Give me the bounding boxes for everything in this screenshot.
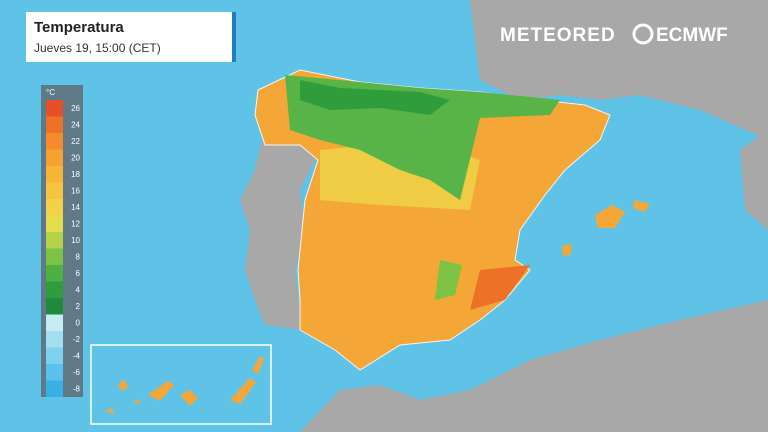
legend-tick-label: 2 (76, 302, 81, 311)
brand-ecmwf: ECMWF (656, 25, 728, 46)
legend-tick-label: 0 (76, 319, 81, 328)
legend-swatch (46, 248, 63, 265)
legend-tick-label: 8 (76, 253, 81, 262)
temp-zone-southeast (470, 265, 530, 310)
land-balearics (562, 200, 650, 256)
land-portugal (240, 135, 320, 330)
temp-zone-mountains (300, 80, 450, 115)
legend-tick-label: 6 (76, 269, 81, 278)
legend-swatch (46, 133, 63, 150)
legend-tick-label: -8 (73, 385, 81, 394)
legend-tick-label: -4 (73, 352, 81, 361)
title-accent (232, 12, 236, 62)
legend-tick-label: -2 (73, 335, 81, 344)
canary-inset (90, 344, 272, 425)
legend-swatch (46, 116, 63, 133)
legend-tick-label: 4 (76, 286, 81, 295)
legend-swatch (46, 100, 63, 117)
legend-swatch (46, 331, 63, 348)
brand-meteored: METEORED (500, 25, 616, 46)
legend-tick-label: 20 (71, 154, 80, 163)
legend-swatch (46, 364, 63, 381)
legend-swatch (46, 281, 63, 298)
legend-tick-label: -6 (73, 368, 81, 377)
legend-swatch (46, 298, 63, 315)
legend-tick-label: 14 (71, 203, 80, 212)
legend-swatch (46, 232, 63, 249)
land-france (470, 0, 768, 140)
legend-swatch (46, 199, 63, 216)
temp-zone-sierra (435, 260, 462, 300)
legend-tick-label: 18 (71, 170, 80, 179)
land-sardinia (740, 130, 768, 230)
title-box (26, 12, 236, 62)
legend-swatch (46, 380, 63, 397)
legend-swatch (46, 215, 63, 232)
legend-swatch (46, 347, 63, 364)
legend-swatch (46, 166, 63, 183)
legend-tick-label: 24 (71, 121, 80, 130)
legend-swatch (46, 265, 63, 282)
legend-tick-label: 12 (71, 220, 80, 229)
land-africa (300, 300, 768, 432)
brand-ecmwf-logo (632, 23, 654, 45)
legend-unit: °C (46, 88, 55, 97)
legend-tick-label: 26 (71, 104, 80, 113)
legend-swatch (46, 314, 63, 331)
legend-tick-label: 16 (71, 187, 80, 196)
legend-swatch (46, 182, 63, 199)
subtitle: Jueves 19, 15:00 (CET) (34, 41, 161, 55)
legend-tick-label: 22 (71, 137, 80, 146)
legend-swatch (46, 149, 63, 166)
title: Temperatura (34, 19, 124, 36)
legend-tick-label: 10 (71, 236, 80, 245)
